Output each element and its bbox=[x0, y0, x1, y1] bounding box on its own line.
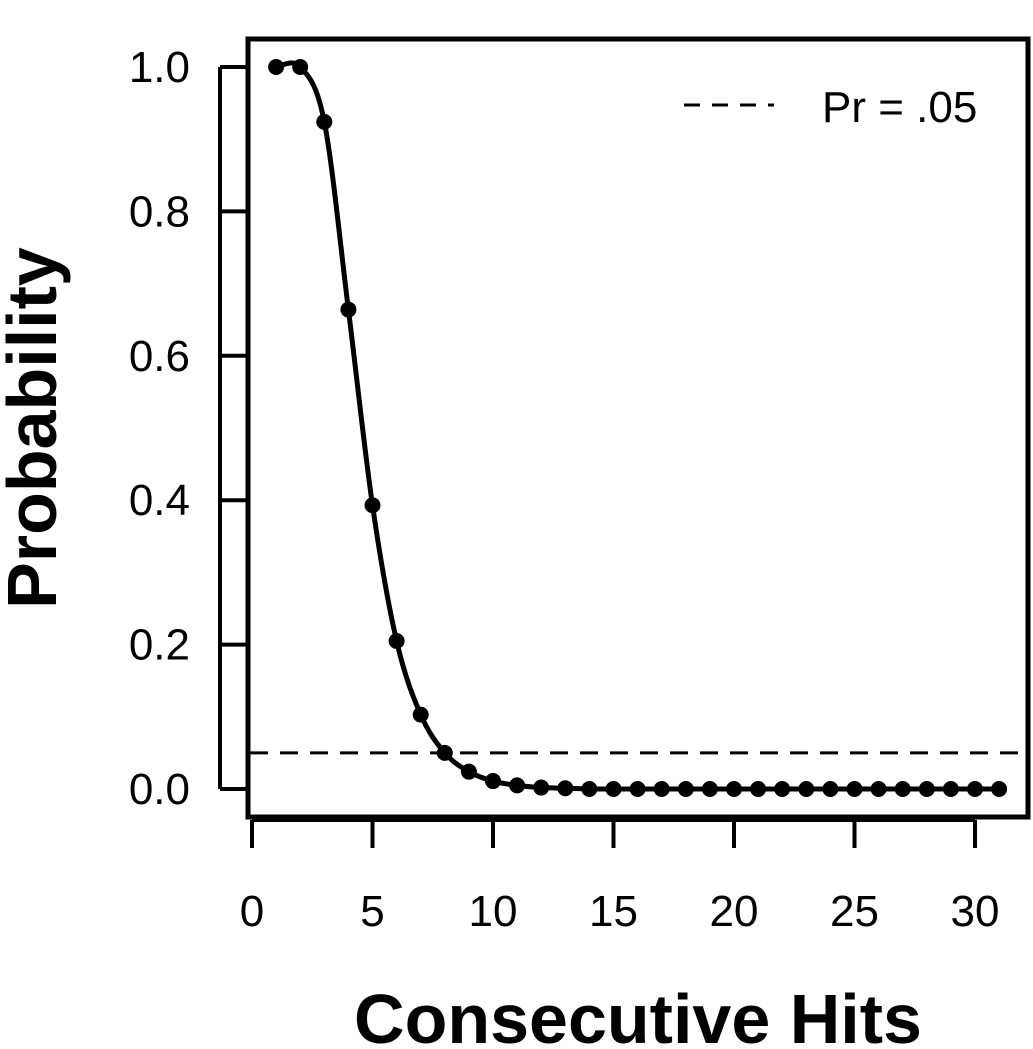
data-point-4 bbox=[340, 301, 357, 318]
data-point-21 bbox=[750, 781, 767, 797]
data-point-15 bbox=[605, 781, 622, 797]
y-tick-label: 0.0 bbox=[129, 765, 190, 814]
x-tick-label: 20 bbox=[710, 887, 759, 936]
data-point-18 bbox=[677, 781, 694, 797]
data-point-22 bbox=[774, 781, 791, 797]
data-point-11 bbox=[509, 777, 526, 794]
legend-label: Pr = .05 bbox=[822, 83, 977, 132]
x-tick-label: 10 bbox=[469, 887, 518, 936]
y-axis-title: Probability bbox=[0, 247, 71, 609]
data-point-5 bbox=[364, 497, 381, 514]
data-point-3 bbox=[316, 113, 333, 130]
data-point-16 bbox=[629, 781, 646, 797]
data-point-24 bbox=[822, 781, 839, 797]
data-point-17 bbox=[653, 781, 670, 797]
data-point-10 bbox=[485, 773, 501, 790]
y-axis: 0.0 0.2 0.4 0.6 0.8 1.0 bbox=[129, 43, 248, 814]
data-point-6 bbox=[388, 632, 405, 649]
x-tick-label: 15 bbox=[589, 887, 638, 936]
x-axis: 0 5 10 15 20 25 30 bbox=[240, 818, 1000, 936]
data-point-13 bbox=[557, 780, 574, 797]
x-tick-label: 5 bbox=[360, 887, 384, 936]
y-tick-label: 0.2 bbox=[129, 621, 190, 670]
data-point-9 bbox=[460, 763, 477, 780]
legend: Pr = .05 bbox=[684, 83, 977, 132]
data-point-20 bbox=[726, 781, 742, 797]
y-tick-label: 0.6 bbox=[129, 332, 190, 381]
data-point-25 bbox=[846, 781, 863, 797]
x-tick-label: 30 bbox=[951, 887, 1000, 936]
x-tick-label: 0 bbox=[240, 887, 264, 936]
data-point-28 bbox=[918, 781, 935, 797]
y-tick-label: 0.8 bbox=[129, 187, 190, 236]
data-point-8 bbox=[436, 744, 453, 761]
data-point-31 bbox=[991, 781, 1008, 797]
y-tick-label: 1.0 bbox=[129, 43, 190, 92]
data-point-29 bbox=[942, 781, 959, 797]
series-line bbox=[273, 60, 1002, 792]
x-tick-label: 25 bbox=[830, 887, 879, 936]
data-point-19 bbox=[701, 781, 718, 797]
plot-frame bbox=[245, 36, 1031, 820]
data-points bbox=[268, 59, 1008, 797]
data-point-1 bbox=[268, 59, 285, 75]
data-point-23 bbox=[798, 781, 815, 797]
data-point-14 bbox=[581, 781, 598, 797]
data-point-30 bbox=[967, 781, 983, 797]
data-point-7 bbox=[412, 706, 429, 723]
data-point-12 bbox=[533, 779, 550, 796]
x-axis-title: Consecutive Hits bbox=[354, 980, 922, 1049]
data-point-26 bbox=[870, 781, 887, 797]
data-point-2 bbox=[292, 59, 309, 75]
y-tick-label: 0.4 bbox=[129, 476, 190, 525]
data-point-27 bbox=[894, 781, 911, 797]
